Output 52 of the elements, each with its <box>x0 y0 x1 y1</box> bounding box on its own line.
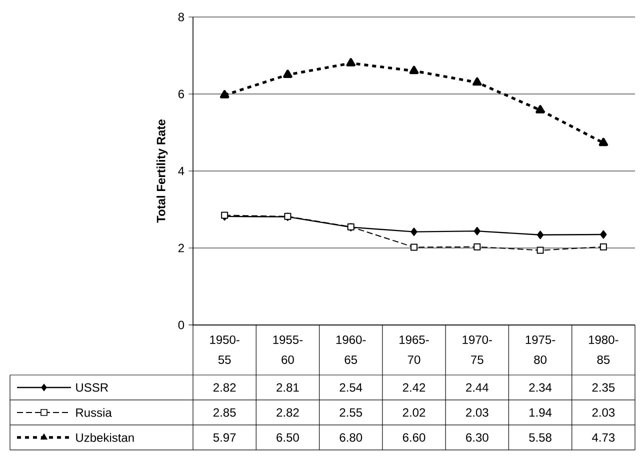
point <box>474 226 480 236</box>
data-label: 4.73 <box>592 433 615 442</box>
data-label: 2.85 <box>213 408 236 417</box>
data-label: 2.82 <box>276 408 299 417</box>
data-label: 2.44 <box>466 383 488 392</box>
point <box>598 138 608 146</box>
point <box>283 70 292 78</box>
point <box>536 105 545 114</box>
x-tick-label: 1965-70 <box>400 335 429 364</box>
x-tick-label: 1980-85 <box>588 335 618 364</box>
x-tick-label: 1975-80 <box>526 335 556 364</box>
data-label: 2.03 <box>592 408 615 417</box>
data-label: 6.50 <box>276 433 299 442</box>
data-label: 6.60 <box>402 433 426 442</box>
point <box>220 90 230 98</box>
data-label: 2.35 <box>592 383 615 392</box>
data-label: 2.82 <box>213 383 236 392</box>
legend-label: USSR <box>76 383 108 392</box>
point <box>472 77 482 86</box>
data-label: 2.42 <box>402 383 426 392</box>
y-axis-title: Total Fertility Rate <box>156 120 168 223</box>
point <box>346 58 356 66</box>
y-tick-label: 4 <box>178 166 184 176</box>
legend-label: Russia <box>76 408 112 417</box>
point <box>600 230 607 239</box>
data-label: 2.02 <box>402 408 426 417</box>
data-label: 6.80 <box>340 433 362 442</box>
x-tick-label: 1955-60 <box>273 335 303 364</box>
point <box>536 230 544 240</box>
y-tick-label: 2 <box>178 244 184 252</box>
y-tick-label: 0 <box>178 320 184 330</box>
x-tick-label: 1960-65 <box>336 335 366 364</box>
point <box>536 246 544 254</box>
data-label: 2.55 <box>340 408 362 417</box>
y-tick-label: 8 <box>178 12 184 22</box>
y-tick-label: 6 <box>178 90 184 98</box>
legend-label: Uzbekistan <box>76 433 134 442</box>
data-label: 5.97 <box>213 433 236 442</box>
point <box>600 243 607 250</box>
data-label: 2.54 <box>340 383 362 392</box>
data-label: 1.94 <box>530 408 552 417</box>
point <box>474 243 481 250</box>
data-label: 6.30 <box>466 433 488 442</box>
x-tick-label: 1950-55 <box>210 335 240 364</box>
data-label: 2.34 <box>529 383 552 392</box>
data-label: 2.81 <box>276 383 299 392</box>
point <box>410 244 418 251</box>
data-label: 5.58 <box>529 433 552 442</box>
point <box>410 228 418 236</box>
data-label: 2.03 <box>466 408 488 417</box>
point <box>409 66 419 74</box>
x-tick-label: 1970-75 <box>462 335 492 364</box>
